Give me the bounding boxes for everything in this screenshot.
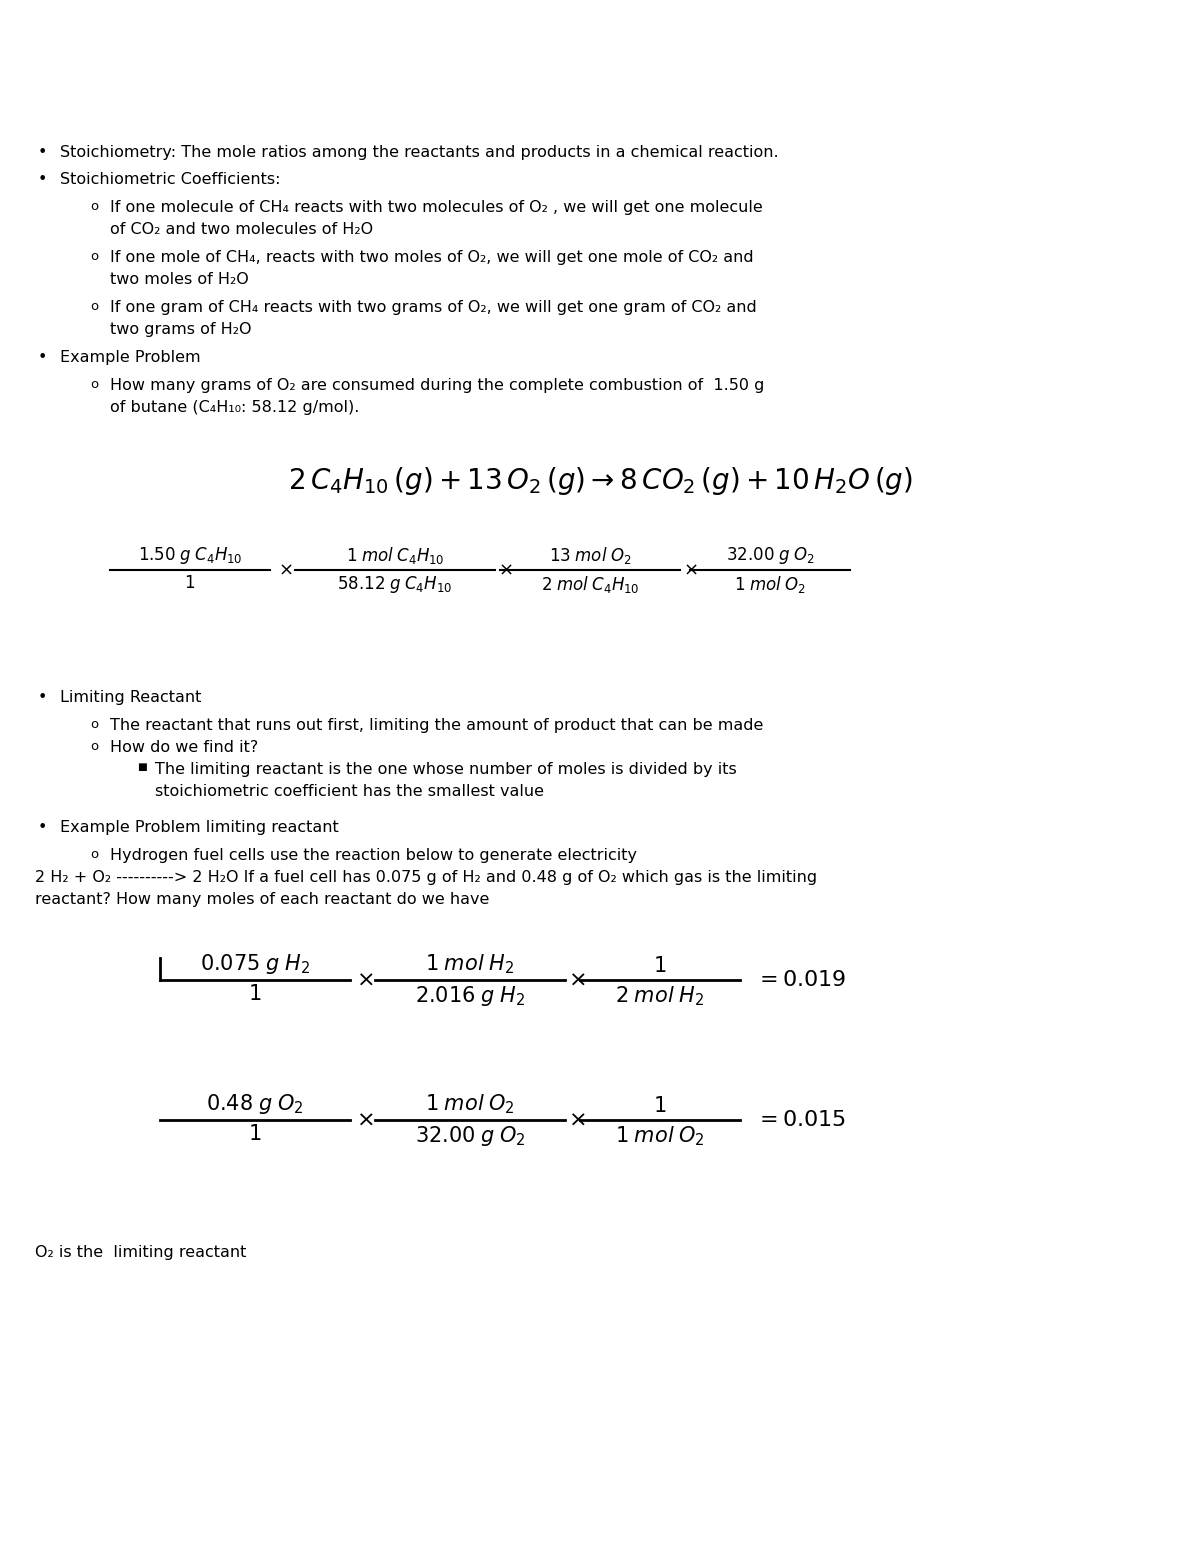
- Text: o: o: [90, 300, 98, 314]
- Text: o: o: [90, 200, 98, 213]
- Text: ■: ■: [137, 763, 146, 772]
- Text: of butane (C₄H₁₀: 58.12 g/mol).: of butane (C₄H₁₀: 58.12 g/mol).: [110, 401, 359, 415]
- Text: •: •: [38, 690, 47, 705]
- Text: $1\;mol\;C_4H_{10}$: $1\;mol\;C_4H_{10}$: [346, 545, 444, 565]
- Text: $13\;mol\;O_2$: $13\;mol\;O_2$: [548, 545, 631, 565]
- Text: Stoichiometric Coefficients:: Stoichiometric Coefficients:: [60, 172, 281, 186]
- Text: The limiting reactant is the one whose number of moles is divided by its: The limiting reactant is the one whose n…: [155, 763, 737, 776]
- Text: $1.50\;g\;C_4H_{10}$: $1.50\;g\;C_4H_{10}$: [138, 545, 242, 565]
- Text: $\times$: $\times$: [683, 561, 697, 579]
- Text: stoichiometric coefficient has the smallest value: stoichiometric coefficient has the small…: [155, 784, 544, 798]
- Text: $1\;mol\;O_2$: $1\;mol\;O_2$: [616, 1124, 704, 1148]
- Text: o: o: [90, 739, 98, 753]
- Text: Hydrogen fuel cells use the reaction below to generate electricity: Hydrogen fuel cells use the reaction bel…: [110, 848, 637, 863]
- Text: •: •: [38, 172, 47, 186]
- Text: $1\;mol\;H_2$: $1\;mol\;H_2$: [426, 952, 515, 975]
- Text: $2\,C_4H_{10}\,(g) + 13\,O_2\,(g) \rightarrow 8\,CO_2\,(g) + 10\,H_2O\,(g)$: $2\,C_4H_{10}\,(g) + 13\,O_2\,(g) \right…: [288, 464, 912, 497]
- Text: $0.075\;g\;H_2$: $0.075\;g\;H_2$: [200, 952, 310, 975]
- Text: How many grams of O₂ are consumed during the complete combustion of  1.50 g: How many grams of O₂ are consumed during…: [110, 377, 764, 393]
- Text: Limiting Reactant: Limiting Reactant: [60, 690, 202, 705]
- Text: $= 0.015$: $= 0.015$: [755, 1110, 846, 1131]
- Text: If one mole of CH₄, reacts with two moles of O₂, we will get one mole of CO₂ and: If one mole of CH₄, reacts with two mole…: [110, 250, 754, 266]
- Text: of CO₂ and two molecules of H₂O: of CO₂ and two molecules of H₂O: [110, 222, 373, 238]
- Text: If one molecule of CH₄ reacts with two molecules of O₂ , we will get one molecul: If one molecule of CH₄ reacts with two m…: [110, 200, 763, 214]
- Text: $2.016\;g\;H_2$: $2.016\;g\;H_2$: [415, 985, 524, 1008]
- Text: $\times$: $\times$: [356, 971, 374, 989]
- Text: $1$: $1$: [248, 985, 262, 1003]
- Text: $= 0.019$: $= 0.019$: [755, 971, 846, 989]
- Text: Stoichiometry: The mole ratios among the reactants and products in a chemical re: Stoichiometry: The mole ratios among the…: [60, 144, 779, 160]
- Text: How do we find it?: How do we find it?: [110, 739, 258, 755]
- Text: 2 H₂ + O₂ ----------> 2 H₂O If a fuel cell has 0.075 g of H₂ and 0.48 g of O₂ wh: 2 H₂ + O₂ ----------> 2 H₂O If a fuel ce…: [35, 870, 817, 885]
- Text: $\times$: $\times$: [356, 1110, 374, 1131]
- Text: o: o: [90, 377, 98, 391]
- Text: $\times$: $\times$: [277, 561, 293, 579]
- Text: $0.48\;g\;O_2$: $0.48\;g\;O_2$: [206, 1092, 304, 1117]
- Text: $32.00\;g\;O_2$: $32.00\;g\;O_2$: [415, 1124, 526, 1148]
- Text: $\times$: $\times$: [568, 971, 586, 989]
- Text: Example Problem limiting reactant: Example Problem limiting reactant: [60, 820, 338, 836]
- Text: $58.12\;g\;C_4H_{10}$: $58.12\;g\;C_4H_{10}$: [337, 575, 452, 595]
- Text: $\times$: $\times$: [568, 1110, 586, 1131]
- Text: O₂ is the  limiting reactant: O₂ is the limiting reactant: [35, 1246, 246, 1259]
- Text: $1\;mol\;O_2$: $1\;mol\;O_2$: [734, 575, 806, 595]
- Text: $2\;mol\;C_4H_{10}$: $2\;mol\;C_4H_{10}$: [541, 575, 640, 595]
- Text: two moles of H₂O: two moles of H₂O: [110, 272, 248, 287]
- Text: •: •: [38, 349, 47, 365]
- Text: o: o: [90, 848, 98, 860]
- Text: o: o: [90, 250, 98, 262]
- Text: $1$: $1$: [653, 1096, 667, 1117]
- Text: two grams of H₂O: two grams of H₂O: [110, 321, 252, 337]
- Text: If one gram of CH₄ reacts with two grams of O₂, we will get one gram of CO₂ and: If one gram of CH₄ reacts with two grams…: [110, 300, 757, 315]
- Text: •: •: [38, 820, 47, 836]
- Text: The reactant that runs out first, limiting the amount of product that can be mad: The reactant that runs out first, limiti…: [110, 717, 763, 733]
- Text: $32.00\;g\;O_2$: $32.00\;g\;O_2$: [726, 545, 815, 565]
- Text: $\times$: $\times$: [498, 561, 512, 579]
- Text: $1$: $1$: [653, 957, 667, 975]
- Text: o: o: [90, 717, 98, 731]
- Text: $1$: $1$: [248, 1124, 262, 1145]
- Text: Example Problem: Example Problem: [60, 349, 200, 365]
- Text: reactant? How many moles of each reactant do we have: reactant? How many moles of each reactan…: [35, 891, 490, 907]
- Text: $1\;mol\;O_2$: $1\;mol\;O_2$: [425, 1092, 515, 1117]
- Text: $2\;mol\;H_2$: $2\;mol\;H_2$: [616, 985, 704, 1008]
- Text: $1$: $1$: [185, 575, 196, 592]
- Text: •: •: [38, 144, 47, 160]
